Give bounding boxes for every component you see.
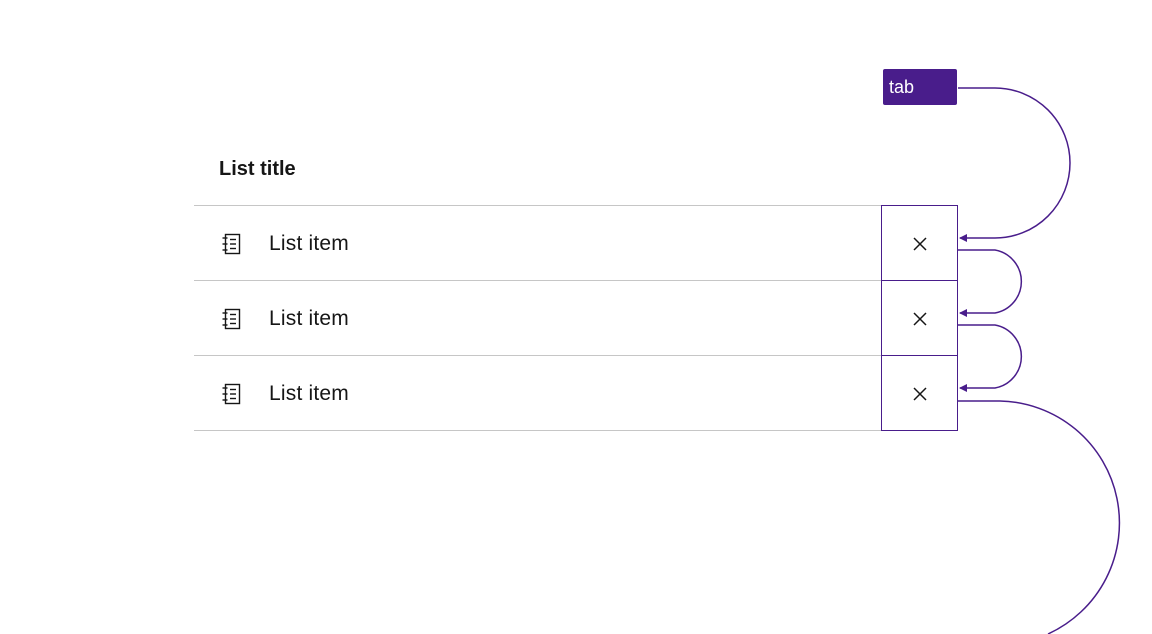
close-icon bbox=[913, 237, 927, 251]
list-item: List item bbox=[194, 205, 958, 281]
remove-item-button[interactable] bbox=[881, 205, 958, 281]
remove-item-button[interactable] bbox=[881, 355, 958, 431]
focus-arrow-exit bbox=[958, 400, 1121, 634]
list-item: List item bbox=[194, 280, 958, 356]
focus-arrow-first-to-second bbox=[958, 249, 1023, 317]
structured-list: List item List item bbox=[194, 205, 958, 431]
notebook-icon bbox=[221, 383, 243, 405]
focus-arrow-second-to-third bbox=[958, 324, 1023, 392]
notebook-icon bbox=[221, 233, 243, 255]
tab-key-badge: tab bbox=[883, 69, 957, 105]
list-item-label: List item bbox=[269, 382, 349, 405]
notebook-icon bbox=[221, 308, 243, 330]
list-item-label: List item bbox=[269, 232, 349, 255]
list-item-label: List item bbox=[269, 307, 349, 330]
close-icon bbox=[913, 312, 927, 326]
list-title: List title bbox=[219, 158, 296, 180]
tab-key-label: tab bbox=[889, 77, 915, 97]
close-icon bbox=[913, 387, 927, 401]
remove-item-button[interactable] bbox=[881, 280, 958, 356]
focus-arrow-tab-to-first bbox=[958, 87, 1071, 242]
list-item: List item bbox=[194, 355, 958, 431]
